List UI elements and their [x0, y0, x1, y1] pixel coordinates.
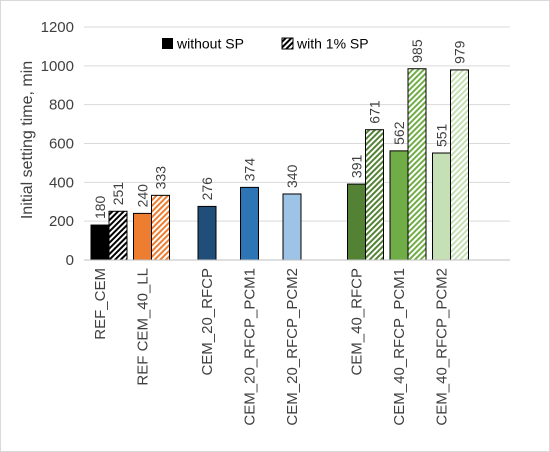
bar-ref-cem-40-ll-with-sp: [151, 194, 170, 261]
x-tick-ref-cem-40-ll: REF CEM_40_LL: [135, 268, 152, 386]
x-tick-cem-20-rfcp-pcm2: CEM_20_RFCP_PCM2: [284, 268, 301, 426]
y-tick-label: 400: [49, 174, 74, 191]
bar-cem-40-rfcp-pcm2-without-sp: [432, 152, 451, 261]
data-label-cem-40-rfcp-pcm1-without-sp: 562: [391, 121, 407, 145]
bar-ref-cem-with-sp: [108, 210, 128, 261]
bar-cem-20-rfcp-pcm1-without-sp: [240, 186, 259, 261]
y-tick-label: 800: [49, 97, 74, 114]
data-label-cem-20-rfcp-pcm1-without-sp: 374: [242, 158, 258, 182]
y-tick-label: 1000: [41, 58, 74, 75]
data-label-cem-20-rfcp-pcm2-without-sp: 340: [284, 164, 300, 188]
data-label-ref-cem-with-sp: 251: [110, 182, 126, 206]
y-tick-label: 200: [49, 213, 74, 230]
x-tick-cem-20-rfcp-pcm1: CEM_20_RFCP_PCM1: [242, 268, 259, 426]
data-label-ref-cem-40-ll-with-sp: 333: [153, 166, 169, 190]
data-label-cem-20-rfcp-without-sp: 276: [199, 177, 215, 201]
x-tick-cem-40-rfcp-pcm1: CEM_40_RFCP_PCM1: [391, 268, 408, 426]
y-axis-title: Initial setting time, min: [19, 61, 36, 219]
legend-swatch-with-sp: [281, 37, 294, 50]
data-label-cem-40-rfcp-pcm1-with-sp: 985: [409, 39, 425, 63]
data-label-cem-40-rfcp-pcm2-with-sp: 979: [452, 40, 468, 64]
x-tick-cem-40-rfcp: CEM_40_RFCP: [349, 268, 366, 376]
bar-cem-40-rfcp-without-sp: [347, 183, 366, 261]
x-tick-ref-cem: REF_CEM: [92, 268, 109, 340]
bars: [90, 68, 469, 261]
y-tick-label: 0: [66, 252, 74, 269]
y-tick-label: 1200: [41, 19, 74, 36]
x-tick-cem-20-rfcp: CEM_20_RFCP: [199, 268, 216, 376]
data-label-cem-40-rfcp-pcm2-without-sp: 551: [434, 123, 450, 147]
y-axis-ticks: 0 200 400 600 800 1000 1200: [41, 19, 74, 269]
legend-label-with-sp: with 1% SP: [296, 36, 369, 52]
bar-cem-40-rfcp-pcm2-with-sp: [450, 69, 469, 261]
bar-cem-20-rfcp-pcm2-without-sp: [282, 193, 302, 261]
bar-cem-40-rfcp-pcm1-without-sp: [389, 150, 409, 261]
data-label-cem-40-rfcp-without-sp: 391: [349, 155, 365, 179]
legend-label-without-sp: without SP: [176, 36, 244, 52]
legend-swatch-without-sp: [162, 38, 173, 49]
bar-cem-40-rfcp-pcm1-with-sp: [407, 68, 427, 261]
y-tick-label: 600: [49, 136, 74, 153]
data-label-ref-cem-without-sp: 180: [92, 195, 108, 219]
x-tick-cem-40-rfcp-pcm2: CEM_40_RFCP_PCM2: [434, 268, 451, 426]
bar-cem-20-rfcp-without-sp: [197, 205, 217, 261]
bar-ref-cem-without-sp: [90, 224, 110, 261]
bar-ref-cem-40-ll-without-sp: [133, 212, 152, 261]
x-axis-ticks: REF_CEM REF CEM_40_LL CEM_20_RFCP CEM_20_RF…: [92, 268, 451, 426]
legend: without SP with 1% SP: [162, 36, 369, 52]
bar-cem-40-rfcp-with-sp: [365, 129, 384, 261]
data-label-cem-40-rfcp-with-sp: 671: [367, 100, 383, 124]
data-label-ref-cem-40-ll-without-sp: 240: [135, 184, 151, 208]
